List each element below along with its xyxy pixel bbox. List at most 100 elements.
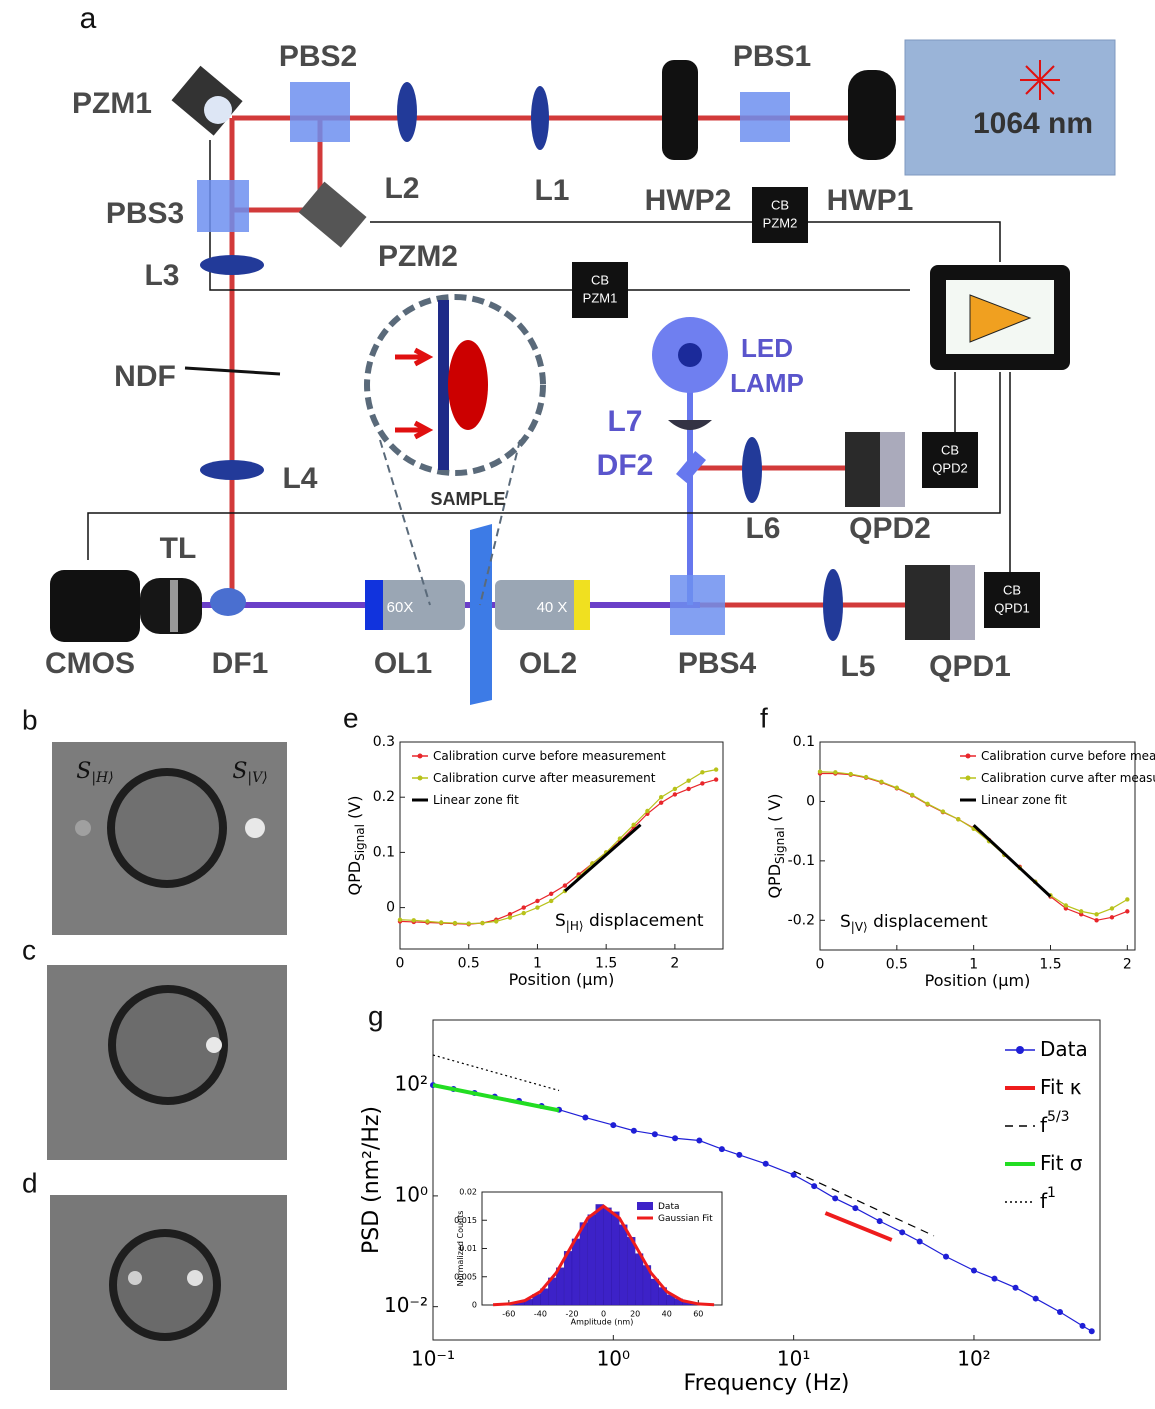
camera xyxy=(50,570,140,642)
legend-label-main: Calibration curve before measurement xyxy=(981,749,1155,763)
x-tick-label: 2 xyxy=(670,956,679,972)
data-point xyxy=(925,802,929,806)
histogram-bar xyxy=(588,1215,596,1305)
x-tick-label: 0 xyxy=(396,956,405,972)
x-tick-label: 0.5 xyxy=(458,956,480,972)
legend-label: Linear zone fit xyxy=(981,793,1067,807)
data-point xyxy=(1094,918,1098,922)
panel-label: e xyxy=(343,702,359,733)
component-label: TL xyxy=(160,532,197,565)
data-point xyxy=(412,918,416,922)
mirror xyxy=(299,182,367,248)
data-point xyxy=(1110,906,1114,910)
annotation-sub: |H⟩ xyxy=(566,919,584,933)
data-point xyxy=(494,919,498,923)
data-point xyxy=(631,823,635,827)
x-tick-label: 10⁰ xyxy=(597,1347,630,1371)
component-label: DF2 xyxy=(597,449,654,482)
y-axis-label-sub: Signal xyxy=(353,824,367,861)
data-point xyxy=(852,1205,858,1211)
lens xyxy=(742,437,762,503)
x-tick-label: 1.5 xyxy=(1039,957,1061,973)
y-tick-label: -0.1 xyxy=(788,853,815,869)
data-point xyxy=(818,770,822,774)
legend-marker xyxy=(1016,1046,1024,1054)
y-axis-label-main: Normalized Counts xyxy=(456,1211,465,1287)
data-point xyxy=(1125,909,1129,913)
histogram-bar xyxy=(572,1239,580,1305)
data-point xyxy=(700,781,704,785)
data-point xyxy=(1089,1328,1095,1334)
y-axis-label-main: PSD (nm²/Hz) xyxy=(359,1106,384,1254)
sample-slide xyxy=(470,524,492,705)
wire xyxy=(370,222,1000,262)
component-label: PBS1 xyxy=(733,40,811,73)
cell xyxy=(111,772,223,884)
component-label: NDF xyxy=(114,360,176,393)
lens xyxy=(397,82,417,142)
lens xyxy=(200,460,264,480)
legend-label: Calibration curve before measurement xyxy=(433,749,666,763)
component-label: OL1 xyxy=(374,647,432,680)
legend-label-main: Calibration curve before measurement xyxy=(433,749,666,763)
panel-label: g xyxy=(368,1000,384,1031)
legend-label: Calibration curve after measurement xyxy=(433,771,656,785)
component-label: L5 xyxy=(840,650,875,683)
data-point xyxy=(833,770,837,774)
x-tick-label: -40 xyxy=(534,1310,547,1319)
y-axis-label-unit: (V) xyxy=(345,796,364,825)
lens xyxy=(823,569,843,641)
component-label: QPD2 xyxy=(849,512,931,545)
legend-label-sup: 5/3 xyxy=(1047,1109,1070,1125)
image-label-main: S xyxy=(232,759,247,784)
data-point xyxy=(943,1254,949,1260)
legend-marker xyxy=(418,776,423,781)
y-axis-label-main: QPD xyxy=(345,861,364,896)
y-axis-label: Normalized Counts xyxy=(456,1211,465,1287)
legend-label: Gaussian Fit xyxy=(658,1214,713,1224)
spot xyxy=(206,1037,222,1053)
data-point xyxy=(535,899,539,903)
histogram-bar xyxy=(619,1225,627,1305)
legend-label: Calibration curve before measurement xyxy=(981,749,1155,763)
annotation-main: S xyxy=(555,911,566,931)
panel-label: d xyxy=(22,1167,38,1198)
annotation-sub: |V⟩ xyxy=(851,920,868,934)
component-label: PZM2 xyxy=(378,240,458,273)
legend-label: Fit σ xyxy=(1040,1151,1083,1175)
component-label: PBS4 xyxy=(678,647,757,680)
component-label: a xyxy=(80,2,97,35)
controller-label: QPD2 xyxy=(932,460,967,475)
y-axis-label: QPDSignal ( V) xyxy=(765,793,787,898)
data-point xyxy=(1094,912,1098,916)
panel-label: c xyxy=(22,934,36,965)
component-label: QPD1 xyxy=(929,650,1011,683)
y-tick-label: 0.3 xyxy=(373,734,395,750)
legend-marker xyxy=(966,776,971,781)
spot xyxy=(245,818,265,838)
histogram-bar xyxy=(635,1254,643,1305)
component-label: 1064 nm xyxy=(973,107,1093,140)
controller-label: PZM1 xyxy=(583,290,618,305)
legend-label: Fit κ xyxy=(1040,1075,1082,1099)
objective-end xyxy=(365,580,383,630)
y-tick-label: 0.1 xyxy=(373,844,395,860)
x-axis-label: Frequency (Hz) xyxy=(684,1371,850,1396)
y-axis-label: PSD (nm²/Hz) xyxy=(359,1106,384,1254)
microscopy-images xyxy=(47,742,287,1390)
controller-label: CB xyxy=(1003,582,1021,597)
legend-marker xyxy=(418,754,423,759)
data-point xyxy=(610,1122,616,1128)
data-point xyxy=(895,786,899,790)
component-label: PBS3 xyxy=(106,197,184,230)
objective-end xyxy=(574,580,590,630)
y-tick-label: -0.2 xyxy=(788,912,815,928)
annotation-main: S xyxy=(840,912,851,932)
y-axis-label-unit: ( V) xyxy=(765,793,784,827)
legend-label: Calibration curve after measurement xyxy=(981,771,1155,785)
x-tick-label: -60 xyxy=(502,1310,515,1319)
detector-side xyxy=(950,565,975,640)
x-tick-label: 10⁻¹ xyxy=(411,1347,455,1371)
component-label: 40 X xyxy=(537,599,568,616)
legend-label: Data xyxy=(658,1202,680,1212)
